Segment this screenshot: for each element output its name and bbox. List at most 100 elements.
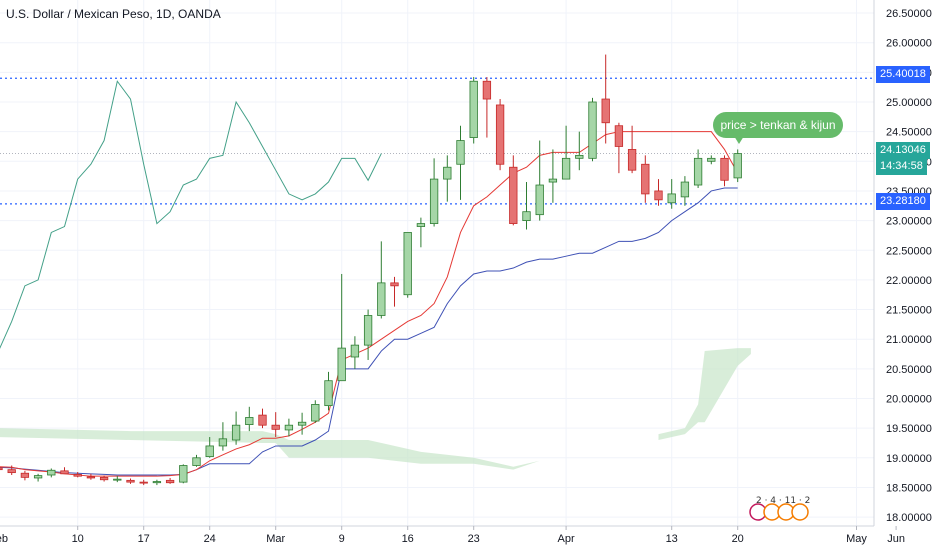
chikou-span-line [0, 80, 382, 349]
candle [337, 273, 346, 382]
candle-body [377, 282, 386, 316]
time-tick-label: 9 [339, 533, 345, 545]
candle [588, 97, 597, 162]
bar-countdown-tag: 14:34:58 [876, 158, 927, 175]
candle-body [535, 184, 544, 216]
events-icons[interactable] [748, 498, 810, 522]
candle [403, 232, 412, 298]
candle-body [350, 344, 360, 358]
candle [707, 155, 716, 165]
price-tick-label: 20.50000 [886, 364, 932, 376]
candle-body [641, 163, 650, 195]
chart-title: U.S. Dollar / Mexican Peso, 1D, OANDA [6, 7, 221, 21]
candle-body [693, 157, 703, 186]
price-tick-label: 18.50000 [886, 482, 932, 494]
price-tick-label: 21.00000 [886, 334, 932, 346]
events-counts: 2 · 4 · 11 · 2 [756, 496, 811, 506]
candle [509, 155, 518, 226]
candle [733, 149, 742, 183]
candle [152, 479, 162, 486]
price-tick-label: 20.00000 [886, 394, 932, 406]
candle-body [495, 104, 505, 165]
candle [548, 149, 558, 203]
candle-body [548, 178, 558, 183]
candle-body [680, 181, 690, 198]
candle-body [139, 481, 148, 484]
candle-body [231, 424, 241, 441]
candle [720, 155, 729, 187]
time-tick-label: Jun [887, 533, 905, 545]
candle [99, 475, 109, 482]
candlesticks [0, 54, 742, 486]
price-tick-label: 25.00000 [886, 97, 932, 109]
candle [258, 408, 267, 429]
candle [113, 476, 122, 483]
candle [297, 412, 307, 435]
time-tick-label: 13 [666, 533, 678, 545]
candle-body [86, 476, 96, 479]
candle [429, 158, 439, 227]
candle [205, 437, 214, 458]
candle-body [7, 469, 16, 474]
candle [667, 179, 676, 209]
time-tick-label: Feb [0, 533, 8, 545]
lower-level-price-tag: 23.28180 [876, 193, 930, 210]
price-tick-label: 19.50000 [886, 423, 932, 435]
candle-body [575, 154, 584, 159]
candle [495, 99, 505, 171]
price-tick-label: 26.00000 [886, 38, 932, 50]
candle-body [113, 478, 122, 481]
candle-body [429, 178, 439, 224]
candle [126, 478, 135, 484]
price-tick-label: 22.00000 [886, 275, 932, 287]
candle-body [443, 166, 452, 180]
candle [165, 477, 175, 484]
candle [482, 77, 492, 138]
candle [390, 276, 399, 307]
time-tick-label: May [846, 533, 867, 545]
candle-body [363, 315, 373, 346]
grid-lines [0, 0, 874, 526]
price-axis[interactable]: 26.5000026.0000025.5000025.0000024.50000… [886, 8, 932, 524]
price-callout[interactable]: price > tenkan & kijun [713, 112, 843, 138]
candle-body [205, 445, 214, 458]
candle-body [707, 157, 716, 162]
candle [350, 336, 360, 369]
candle [363, 309, 373, 360]
candle-body [284, 424, 294, 431]
candle-body [561, 157, 571, 180]
time-tick-label: 23 [468, 533, 480, 545]
candle [456, 125, 465, 200]
candle-body [627, 149, 637, 171]
callout-pointer [734, 136, 744, 144]
candle [377, 241, 386, 319]
candle [7, 465, 16, 476]
candle-body [47, 469, 56, 476]
upper-level-price-tag: 25.40018 [876, 66, 930, 83]
price-tick-label: 23.00000 [886, 216, 932, 228]
candle [271, 412, 280, 438]
candle-body [192, 457, 201, 466]
candle-body [390, 282, 399, 287]
candle [33, 473, 43, 482]
current-price-tag: 24.13046 [876, 142, 930, 159]
time-tick-label: 24 [204, 533, 216, 545]
candle [561, 125, 571, 180]
price-tick-label: 21.50000 [886, 305, 932, 317]
candle-body [60, 470, 69, 475]
candle [60, 467, 69, 475]
time-axis[interactable]: Feb 10 17 24 Mar 9 16 23 Apr 13 20 May Jun [0, 526, 905, 545]
time-tick-label: Apr [558, 533, 575, 545]
candle [139, 479, 148, 486]
candle-body [179, 465, 188, 483]
candle [575, 131, 584, 171]
candle-body [509, 166, 518, 224]
candle [601, 54, 610, 144]
ichimoku-cloud-projection [658, 348, 751, 441]
candle [416, 217, 426, 248]
candle-body [456, 140, 465, 165]
candle [443, 155, 452, 202]
candle [693, 149, 703, 188]
price-tick-label: 18.00000 [886, 512, 932, 524]
